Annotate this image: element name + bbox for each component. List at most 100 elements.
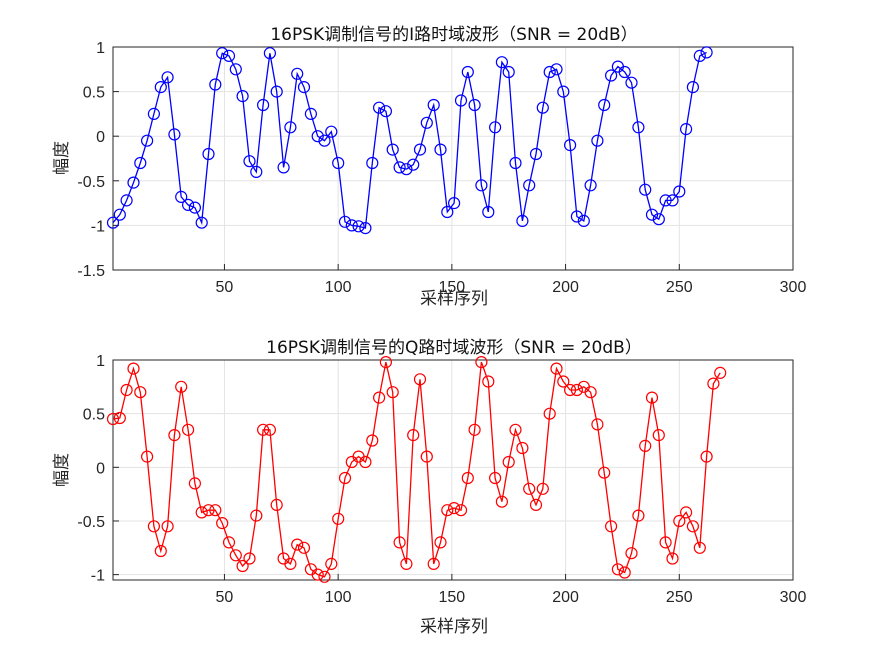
q-data-point xyxy=(584,386,597,399)
i-data-point xyxy=(243,155,256,168)
i-data-point xyxy=(277,161,290,174)
i-data-point xyxy=(489,121,502,134)
q-y-tick-label: 0.5 xyxy=(83,407,105,424)
q-data-point xyxy=(175,380,188,393)
q-data-point xyxy=(461,471,474,485)
q-data-point xyxy=(291,538,304,551)
i-data-point xyxy=(188,201,201,214)
i-data-point xyxy=(120,194,133,207)
q-data-point xyxy=(113,411,126,425)
i-channel-chart: 16PSK调制信号的I路时域波形（SNR = 20dB） 50 100 150 200… xyxy=(52,25,806,309)
i-data-point xyxy=(461,65,474,79)
i-data-point xyxy=(236,89,249,103)
q-channel-chart: 16PSK调制信号的Q路时域波形（SNR = 20dB） 50 100 150 200… xyxy=(52,338,806,637)
q-data-point xyxy=(598,466,611,479)
i-data-point xyxy=(604,69,618,82)
i-y-tick-label: -1 xyxy=(91,218,105,235)
q-data-point xyxy=(386,386,399,399)
q-x-tick-label: 250 xyxy=(666,589,693,606)
q-y-tick-label: -1 xyxy=(91,568,105,585)
q-data-point xyxy=(427,557,440,571)
i-data-point xyxy=(420,116,433,129)
i-data-point xyxy=(113,208,126,221)
q-data-point xyxy=(543,407,556,420)
i-x-tick-label: 250 xyxy=(666,279,693,296)
q-data-point xyxy=(666,552,679,565)
i-data-point xyxy=(284,121,297,134)
i-data-point xyxy=(311,130,324,143)
q-x-tick-label: 100 xyxy=(325,589,352,606)
i-data-point xyxy=(523,179,536,192)
q-y-axis-label: 幅度 xyxy=(52,453,72,487)
i-data-point xyxy=(516,214,529,227)
q-data-point xyxy=(604,520,618,533)
i-x-tick-label: 150 xyxy=(439,279,466,296)
q-data-point xyxy=(686,520,700,533)
q-data-point xyxy=(550,362,563,375)
i-y-tick-label: 0.5 xyxy=(83,85,105,102)
i-x-tick-label: 50 xyxy=(216,279,234,296)
q-data-point xyxy=(216,516,229,530)
i-data-point xyxy=(161,71,174,84)
q-data-point xyxy=(106,412,120,426)
i-data-point xyxy=(270,85,283,98)
i-data-point xyxy=(216,47,229,60)
i-data-point xyxy=(291,67,304,80)
q-data-point xyxy=(673,514,686,528)
i-x-tick-label: 200 xyxy=(552,279,579,296)
q-data-point xyxy=(393,536,406,549)
i-data-point xyxy=(154,80,167,94)
q-data-point xyxy=(591,418,604,431)
i-data-point xyxy=(175,190,188,203)
i-data-point xyxy=(625,76,638,89)
q-data-point xyxy=(120,383,133,397)
q-x-tick-label: 300 xyxy=(780,589,807,606)
q-series xyxy=(106,356,727,583)
i-data-point xyxy=(502,65,515,79)
i-data-point xyxy=(332,156,345,170)
q-y-tick-label: 1 xyxy=(96,353,105,370)
i-data-point xyxy=(584,179,597,192)
q-data-point xyxy=(625,547,638,560)
q-data-point xyxy=(338,471,352,485)
q-x-tick-label: 150 xyxy=(439,589,466,606)
q-data-point xyxy=(700,450,713,463)
i-data-point xyxy=(222,49,236,63)
i-data-point xyxy=(666,194,679,207)
q-data-point xyxy=(489,471,502,485)
i-data-point xyxy=(563,139,577,152)
i-data-point xyxy=(127,176,140,189)
q-chart-title: 16PSK调制信号的Q路时域波形（SNR = 20dB） xyxy=(266,338,642,358)
q-data-point xyxy=(284,557,297,571)
q-data-point xyxy=(379,356,392,369)
q-x-tick-label: 50 xyxy=(216,589,234,606)
i-data-point xyxy=(454,94,468,107)
i-data-point xyxy=(413,143,427,156)
i-data-point xyxy=(645,208,659,221)
q-data-point xyxy=(250,509,263,522)
q-data-point xyxy=(420,450,433,463)
q-data-point xyxy=(373,391,386,404)
q-tick-labels: 50 100 150 200 250 300 -1 -0.5 0 0.5 1 xyxy=(77,353,806,606)
q-data-point xyxy=(318,570,331,583)
q-data-point xyxy=(434,536,447,549)
q-data-point xyxy=(188,477,201,490)
i-chart-title: 16PSK调制信号的I路时域波形（SNR = 20dB） xyxy=(270,25,637,45)
i-data-point xyxy=(632,121,645,134)
i-data-point xyxy=(106,216,120,229)
i-data-point xyxy=(441,205,454,219)
q-data-point xyxy=(502,455,515,469)
q-data-point xyxy=(147,520,160,533)
q-data-point xyxy=(400,557,413,571)
q-data-point xyxy=(236,559,249,573)
i-data-point xyxy=(482,205,495,219)
i-data-point xyxy=(352,220,365,233)
i-data-point xyxy=(263,47,276,60)
i-y-tick-label: 0 xyxy=(96,129,105,146)
i-data-point xyxy=(325,125,338,138)
i-y-tick-label: -1.5 xyxy=(77,263,105,280)
i-data-point xyxy=(591,134,604,147)
i-plot-area xyxy=(112,46,794,271)
i-data-point xyxy=(639,183,652,196)
i-data-point xyxy=(434,143,447,156)
